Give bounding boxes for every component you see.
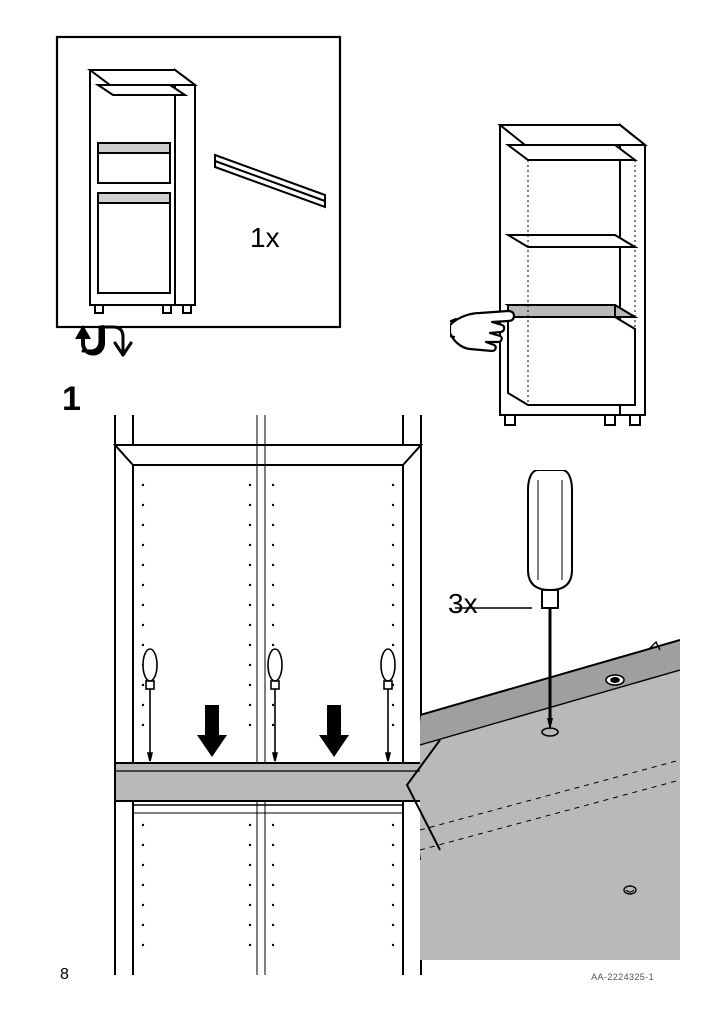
detail-callout — [420, 470, 680, 970]
screwdriver-2 — [268, 649, 282, 761]
page-number: 8 — [60, 966, 69, 984]
parts-panel — [55, 35, 355, 375]
screwdriver-1 — [143, 649, 157, 761]
peg-holes-mid-left — [249, 484, 251, 946]
page: 1x 1 — [0, 0, 714, 1012]
down-arrow-2 — [319, 705, 349, 757]
rail-part — [115, 763, 421, 813]
rail-quantity-label: 1x — [250, 222, 280, 254]
screw-count-label: 3x — [448, 588, 478, 620]
document-id: AA-2224325-1 — [591, 972, 654, 982]
step-number: 1 — [62, 380, 81, 419]
callout-leader — [405, 740, 445, 870]
peg-holes-mid-right — [272, 484, 274, 946]
result-preview-cabinet — [450, 105, 670, 445]
peg-holes-left — [142, 484, 144, 946]
down-arrow-1 — [197, 705, 227, 757]
step-main-diagram — [105, 415, 435, 975]
peg-holes-right — [392, 484, 394, 946]
